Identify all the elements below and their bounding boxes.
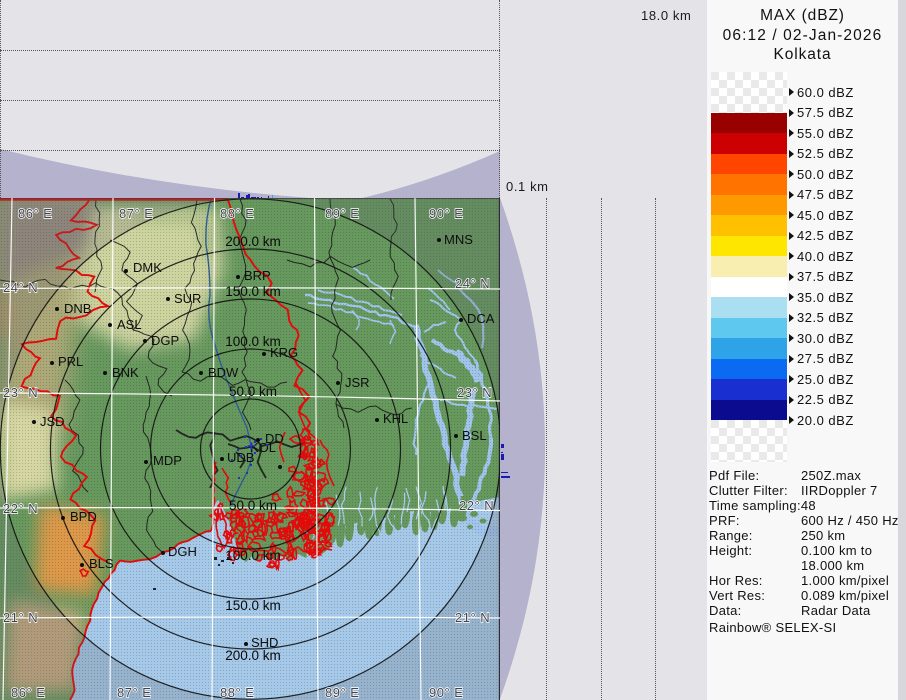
svg-text:22° N: 22° N bbox=[3, 501, 38, 516]
svg-text:BLS: BLS bbox=[89, 556, 114, 571]
svg-text:50.0 km: 50.0 km bbox=[229, 498, 277, 513]
svg-text:DD: DD bbox=[265, 431, 284, 446]
svg-text:89° E: 89° E bbox=[325, 685, 359, 700]
svg-text:KOL: KOL bbox=[250, 440, 276, 455]
svg-text:24° N: 24° N bbox=[455, 276, 490, 291]
svg-text:KRG: KRG bbox=[270, 345, 298, 360]
svg-text:BNK: BNK bbox=[112, 365, 139, 380]
svg-text:DCA: DCA bbox=[467, 311, 495, 326]
svg-text:200.0 km: 200.0 km bbox=[225, 648, 281, 663]
svg-text:MNS: MNS bbox=[444, 232, 473, 247]
svg-text:UDB: UDB bbox=[227, 450, 254, 465]
svg-text:200.0 km: 200.0 km bbox=[225, 234, 281, 249]
svg-text:150.0 km: 150.0 km bbox=[225, 284, 281, 299]
svg-text:100.0 km: 100.0 km bbox=[225, 548, 281, 563]
svg-text:100.0 km: 100.0 km bbox=[225, 334, 281, 349]
svg-text:BSL: BSL bbox=[462, 428, 487, 443]
svg-text:50.0 km: 50.0 km bbox=[229, 384, 277, 399]
svg-text:DGH: DGH bbox=[168, 544, 197, 559]
svg-text:BDW: BDW bbox=[208, 365, 239, 380]
svg-text:DGP: DGP bbox=[151, 333, 179, 348]
svg-text:86° E: 86° E bbox=[11, 685, 45, 700]
svg-text:SUR: SUR bbox=[174, 291, 201, 306]
svg-text:KHL: KHL bbox=[383, 411, 408, 426]
svg-text:ASL: ASL bbox=[117, 317, 142, 332]
svg-text:21° N: 21° N bbox=[3, 610, 38, 625]
svg-text:BPD: BPD bbox=[70, 509, 97, 524]
svg-text:MDP: MDP bbox=[153, 453, 182, 468]
svg-text:22° N: 22° N bbox=[459, 498, 494, 513]
svg-text:DNB: DNB bbox=[64, 301, 91, 316]
svg-text:BRP: BRP bbox=[244, 268, 271, 283]
svg-text:88° E: 88° E bbox=[220, 685, 254, 700]
svg-text:89° E: 89° E bbox=[325, 206, 359, 221]
svg-text:90° E: 90° E bbox=[429, 206, 463, 221]
svg-text:23° N: 23° N bbox=[3, 385, 38, 400]
svg-text:24° N: 24° N bbox=[3, 280, 38, 295]
svg-text:JSD: JSD bbox=[40, 414, 65, 429]
svg-text:SHD: SHD bbox=[251, 635, 278, 650]
svg-text:88° E: 88° E bbox=[220, 206, 254, 221]
svg-text:21° N: 21° N bbox=[455, 610, 490, 625]
svg-text:87° E: 87° E bbox=[117, 685, 151, 700]
svg-text:86° E: 86° E bbox=[18, 206, 52, 221]
svg-text:90° E: 90° E bbox=[429, 685, 463, 700]
svg-text:23° N: 23° N bbox=[457, 385, 492, 400]
svg-text:JSR: JSR bbox=[345, 375, 370, 390]
svg-text:150.0 km: 150.0 km bbox=[225, 598, 281, 613]
svg-text:87° E: 87° E bbox=[119, 206, 153, 221]
svg-text:DMK: DMK bbox=[133, 260, 162, 275]
svg-text:PRL: PRL bbox=[58, 354, 83, 369]
